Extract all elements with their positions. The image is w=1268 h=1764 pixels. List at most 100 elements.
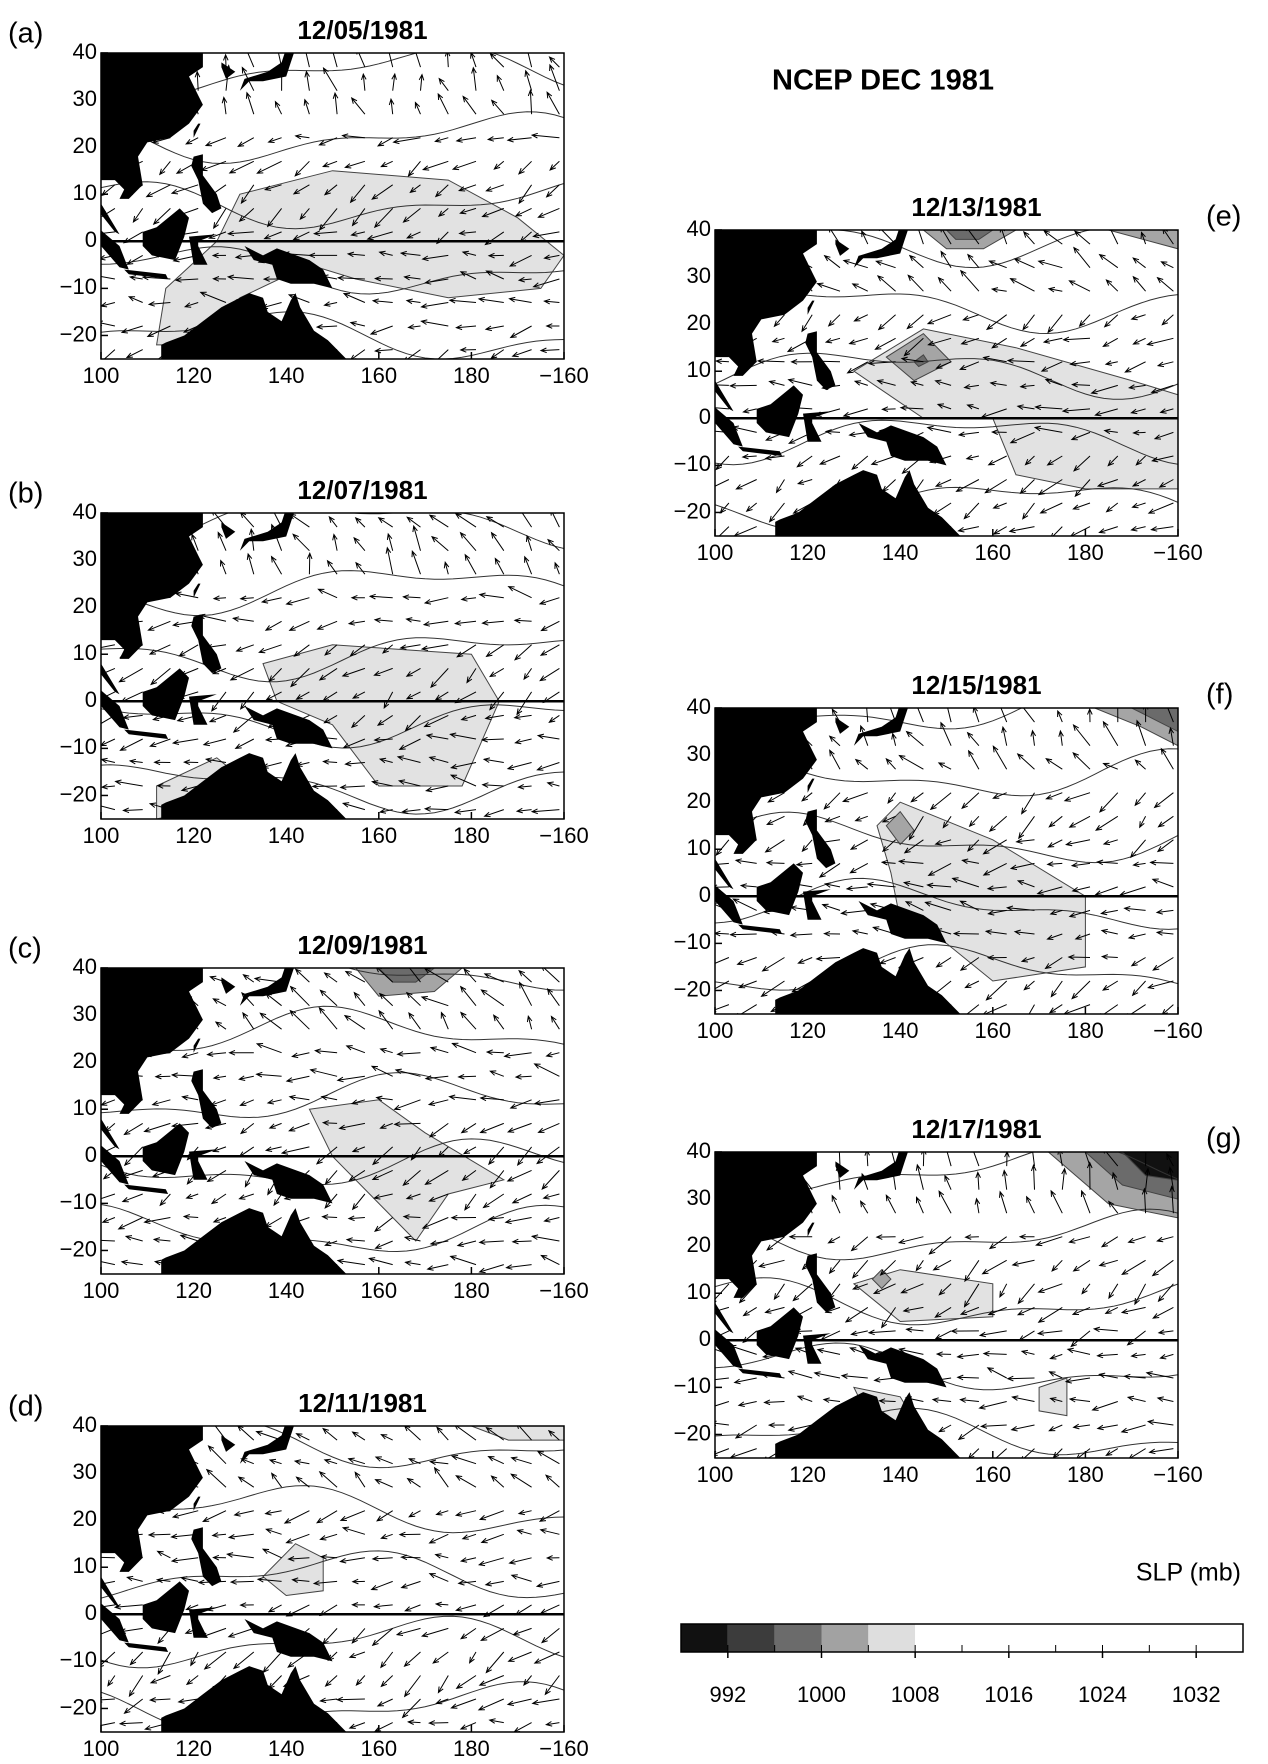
wind-vector bbox=[362, 74, 367, 91]
wind-vector bbox=[494, 1015, 504, 1029]
wind-vector bbox=[155, 760, 171, 765]
wind-vector bbox=[1070, 1397, 1090, 1402]
y-tick-label: 30 bbox=[687, 741, 711, 766]
wind-vector bbox=[209, 1446, 227, 1464]
wind-vector bbox=[341, 785, 365, 790]
wind-vector bbox=[1002, 727, 1007, 746]
low-pressure-area bbox=[263, 1544, 323, 1596]
land bbox=[775, 1392, 960, 1458]
map-panel bbox=[78, 503, 564, 819]
wind-vector bbox=[892, 734, 897, 746]
wind-vector bbox=[287, 1534, 310, 1543]
wind-vector bbox=[508, 763, 532, 770]
y-tick-label: 20 bbox=[687, 1232, 711, 1257]
wind-vector bbox=[269, 138, 282, 143]
wind-vector bbox=[1158, 362, 1173, 367]
x-tick-label: 140 bbox=[882, 540, 919, 565]
wind-vector bbox=[150, 739, 170, 747]
wind-vector bbox=[229, 1628, 254, 1637]
wind-vector bbox=[1020, 1234, 1034, 1239]
wind-vector bbox=[743, 454, 757, 459]
panel-label: (e) bbox=[1206, 201, 1241, 233]
wind-vector bbox=[538, 1451, 560, 1463]
wind-vector bbox=[492, 100, 504, 114]
wind-vector bbox=[970, 1143, 979, 1167]
wind-vector bbox=[826, 338, 840, 343]
wind-vector bbox=[1129, 934, 1146, 939]
x-tick-label: 120 bbox=[789, 1462, 826, 1487]
wind-vector bbox=[270, 1123, 282, 1128]
wind-vector bbox=[133, 208, 142, 222]
wind-vector bbox=[424, 621, 448, 626]
wind-vector bbox=[213, 1533, 226, 1538]
x-tick-label: −160 bbox=[539, 823, 589, 848]
wind-vector bbox=[1135, 760, 1145, 769]
wind-vector bbox=[229, 1534, 254, 1539]
wind-vector bbox=[837, 1141, 842, 1166]
wind-vector bbox=[243, 1013, 254, 1029]
wind-vector bbox=[431, 1047, 448, 1053]
wind-vector bbox=[315, 1049, 337, 1054]
wind-vector bbox=[964, 503, 979, 519]
land bbox=[191, 614, 221, 673]
colorbar-tick-label: 1016 bbox=[984, 1682, 1033, 1707]
wind-vector bbox=[777, 480, 785, 493]
y-tick-label: −10 bbox=[60, 1189, 97, 1214]
wind-vector bbox=[733, 899, 756, 910]
wind-vector bbox=[481, 1096, 504, 1101]
wind-vector bbox=[371, 326, 393, 334]
wind-vector bbox=[852, 456, 868, 469]
wind-vector bbox=[495, 559, 504, 575]
wind-vector bbox=[1022, 1350, 1035, 1355]
colorbar-tick-label: 992 bbox=[709, 1682, 746, 1707]
wind-vector bbox=[517, 808, 532, 813]
wind-vector bbox=[378, 138, 393, 146]
wind-vector bbox=[830, 750, 840, 769]
wind-vector bbox=[1049, 816, 1062, 827]
wind-vector bbox=[820, 456, 840, 464]
wind-vector bbox=[240, 1100, 253, 1106]
wind-vector bbox=[482, 1534, 504, 1542]
x-tick-label: 160 bbox=[360, 823, 397, 848]
wind-vector bbox=[984, 1351, 1007, 1356]
wind-vector bbox=[716, 456, 729, 469]
x-tick-label: 180 bbox=[1067, 1462, 1104, 1487]
wind-vector bbox=[351, 322, 365, 327]
wind-vector bbox=[479, 297, 504, 302]
wind-vector bbox=[461, 348, 476, 353]
wind-vector bbox=[963, 315, 979, 321]
wind-vector bbox=[517, 692, 532, 715]
wind-vector bbox=[323, 1215, 338, 1220]
wind-vector bbox=[533, 1699, 560, 1705]
wind-vector bbox=[882, 407, 895, 412]
wind-vector bbox=[145, 1123, 171, 1132]
wind-vector bbox=[1098, 1353, 1118, 1358]
x-tick-label: 140 bbox=[882, 1462, 919, 1487]
x-tick-label: 140 bbox=[268, 1278, 305, 1303]
y-tick-label: 0 bbox=[85, 1600, 97, 1625]
wind-vector bbox=[1073, 1307, 1090, 1314]
x-tick-label: 120 bbox=[175, 363, 212, 388]
wind-vector bbox=[793, 1284, 812, 1301]
wind-vector bbox=[221, 561, 227, 575]
wind-vector bbox=[936, 480, 951, 487]
wind-vector bbox=[1125, 1005, 1146, 1019]
wind-vector bbox=[484, 758, 504, 763]
wind-vector bbox=[490, 54, 504, 68]
wind-vector bbox=[765, 1400, 785, 1405]
wind-vector bbox=[704, 958, 729, 969]
land bbox=[805, 331, 835, 390]
wind-vector bbox=[265, 1218, 281, 1228]
wind-vector bbox=[802, 840, 812, 851]
y-tick-label: 20 bbox=[73, 133, 97, 158]
wind-vector bbox=[462, 1123, 476, 1132]
colorbar-segment bbox=[868, 1624, 915, 1652]
wind-vector bbox=[373, 1628, 393, 1645]
wind-vector bbox=[243, 975, 253, 982]
wind-vector bbox=[959, 432, 979, 437]
wind-vector bbox=[318, 589, 337, 597]
wind-vector bbox=[546, 1722, 559, 1727]
wind-vector bbox=[1106, 280, 1117, 291]
wind-vector bbox=[1075, 231, 1090, 244]
y-tick-label: −20 bbox=[674, 976, 711, 1001]
